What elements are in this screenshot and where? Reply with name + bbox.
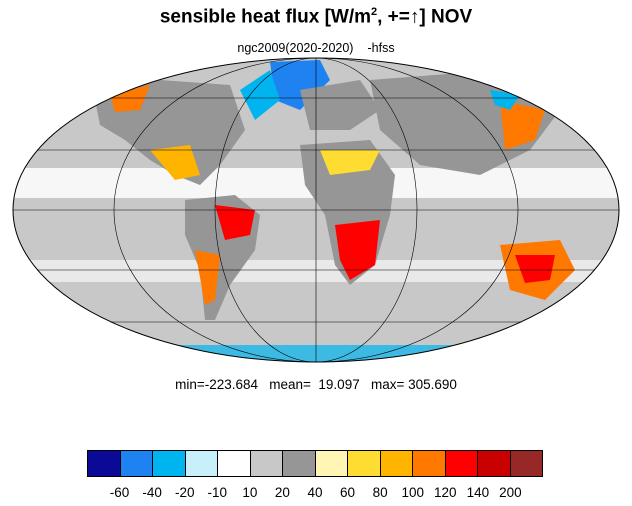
colorbar-label: 40 bbox=[307, 485, 323, 500]
east-asia-warm bbox=[500, 100, 545, 150]
sahara-warm bbox=[320, 150, 380, 175]
andes-warm bbox=[195, 250, 220, 305]
colorbar-swatch-2 bbox=[153, 451, 186, 476]
subtitle-variable: -hfss bbox=[367, 41, 395, 55]
antarctica-region bbox=[150, 345, 480, 362]
title-suffix: , +=↑] NOV bbox=[377, 6, 473, 28]
colorbar-label: 200 bbox=[499, 485, 522, 500]
greenland-region bbox=[270, 60, 330, 110]
colorbar-swatch-11 bbox=[445, 451, 478, 476]
colorbar-swatch-0 bbox=[88, 451, 121, 476]
colorbar-swatch-5 bbox=[250, 451, 283, 476]
colorbar-label: -40 bbox=[142, 485, 162, 500]
plot-title: sensible heat flux [W/m2, +=↑] NOV bbox=[0, 6, 632, 28]
europe bbox=[300, 80, 380, 130]
plot-subtitle: ngc2009(2020-2020) -hfss bbox=[0, 41, 632, 55]
subtitle-run: ngc2009(2020-2020) bbox=[237, 41, 354, 55]
colorbar-label: -60 bbox=[109, 485, 130, 500]
alaska-warm bbox=[110, 85, 150, 112]
colorbar-swatch-10 bbox=[413, 451, 446, 476]
southern-africa-hot bbox=[335, 220, 380, 280]
globe-outline bbox=[12, 57, 620, 363]
colorbar-swatch-8 bbox=[348, 451, 381, 476]
colorbar-label: -20 bbox=[174, 485, 195, 500]
colorbar-label: 60 bbox=[340, 485, 356, 500]
colorbar-swatch-13 bbox=[510, 451, 542, 476]
arctic-region bbox=[240, 70, 280, 120]
colorbar-swatch-12 bbox=[478, 451, 511, 476]
siberia-cool bbox=[490, 90, 520, 110]
stats-line: min=-223.684 mean= 19.097 max= 305.690 bbox=[175, 377, 457, 392]
colorbar-label: 20 bbox=[274, 485, 290, 500]
colorbar-swatch-1 bbox=[120, 451, 153, 476]
australia-hot bbox=[515, 255, 555, 283]
colorbar-swatch-9 bbox=[380, 451, 413, 476]
colorbar-label: 140 bbox=[466, 485, 490, 500]
colorbar-label: 100 bbox=[401, 485, 424, 500]
colorbar-swatch-4 bbox=[218, 451, 251, 476]
south-america-hot bbox=[215, 205, 255, 240]
colorbar-label: 120 bbox=[434, 485, 457, 500]
colorbar-swatch-6 bbox=[283, 451, 316, 476]
colorbar-label: 10 bbox=[242, 485, 258, 500]
colorbar-label: 80 bbox=[372, 485, 388, 500]
colorbar-swatch-7 bbox=[315, 451, 348, 476]
graticule bbox=[13, 57, 619, 363]
north-america-warm bbox=[150, 145, 200, 180]
colorbar-labels: -60 -40 -20 -10 10 20 40 60 80 100 120 140 200 bbox=[87, 485, 543, 503]
colorbar bbox=[87, 450, 543, 477]
colorbar-swatch-3 bbox=[185, 451, 218, 476]
title-exponent: 2 bbox=[371, 6, 378, 18]
colorbar-label: -10 bbox=[207, 485, 228, 500]
title-text: sensible heat flux [W/m bbox=[159, 6, 371, 28]
